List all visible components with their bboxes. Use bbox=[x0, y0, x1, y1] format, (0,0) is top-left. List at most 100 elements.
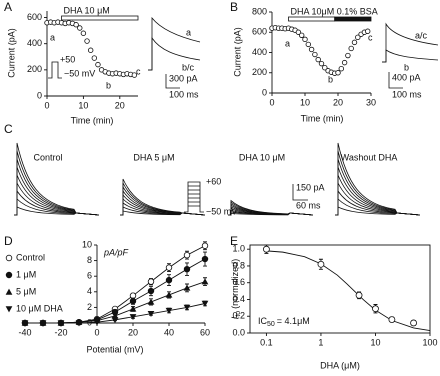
x-axis-label: Potential (mV) bbox=[86, 344, 143, 354]
marker bbox=[129, 297, 137, 305]
legend-marker bbox=[5, 306, 13, 313]
step-protocol bbox=[48, 61, 62, 79]
step-label: −50 mV bbox=[64, 68, 95, 78]
x-tick-label: 60 bbox=[200, 327, 210, 337]
trace bbox=[148, 36, 201, 71]
annotation: 50 bbox=[267, 321, 275, 328]
trace bbox=[228, 199, 314, 216]
point-label: b bbox=[106, 80, 111, 90]
legend-marker bbox=[5, 288, 13, 295]
panel-letter: C bbox=[4, 122, 13, 136]
marker bbox=[93, 319, 101, 326]
marker bbox=[318, 60, 325, 67]
legend-label: 10 μM DHA bbox=[16, 303, 63, 313]
trace bbox=[382, 49, 439, 63]
x-tick-label: 30 bbox=[366, 97, 376, 107]
y-tick-label: 2 bbox=[87, 302, 92, 312]
marker bbox=[165, 264, 173, 271]
marker bbox=[95, 61, 101, 68]
scale-label: 400 pA bbox=[392, 72, 421, 82]
x-tick-label: 0 bbox=[269, 97, 274, 107]
y-tick-label: 0.8 bbox=[232, 260, 245, 270]
x-axis-label: Time (min) bbox=[301, 113, 344, 123]
marker bbox=[302, 36, 308, 43]
treatment-label: DHA 10μM bbox=[291, 6, 335, 16]
panel-letter: B bbox=[230, 0, 238, 14]
treatment-bar bbox=[334, 16, 372, 22]
fit-curve bbox=[266, 250, 431, 332]
marker bbox=[73, 22, 79, 28]
x-axis-label: Time (min) bbox=[71, 115, 114, 125]
trace bbox=[14, 174, 100, 216]
y-axis-label: Current (pA) bbox=[6, 28, 16, 78]
scale-bar bbox=[292, 184, 308, 201]
marker bbox=[57, 320, 65, 327]
marker bbox=[372, 305, 379, 313]
step-label: +50 bbox=[60, 54, 75, 64]
trace bbox=[120, 202, 206, 216]
point-label: a bbox=[50, 32, 55, 42]
y-tick-label: 6 bbox=[87, 271, 92, 281]
y-axis-label: (normalized) bbox=[230, 259, 240, 309]
marker bbox=[308, 46, 315, 53]
marker bbox=[201, 255, 209, 263]
step-label: +60 bbox=[206, 176, 221, 186]
x-tick-label: 20 bbox=[333, 97, 343, 107]
y-axis-label: Current (pA) bbox=[232, 27, 242, 77]
marker bbox=[351, 39, 358, 46]
marker bbox=[355, 34, 361, 41]
x-tick-label: 1 bbox=[318, 337, 323, 347]
panel-label: Control bbox=[33, 152, 62, 162]
trace bbox=[335, 142, 421, 216]
marker bbox=[91, 55, 98, 61]
y-tick-label: 0 bbox=[37, 90, 42, 100]
annotation: IC50 = 4.1μM bbox=[258, 316, 310, 327]
panel-letter: E bbox=[230, 234, 238, 248]
marker bbox=[165, 276, 173, 284]
marker bbox=[147, 278, 155, 285]
y-axis-label: Ito (normalized) bbox=[230, 259, 241, 319]
x-tick-label: 20 bbox=[115, 100, 125, 110]
marker bbox=[129, 314, 137, 321]
marker bbox=[129, 305, 137, 312]
legend-marker bbox=[5, 271, 13, 279]
y-tick-label: 800 bbox=[252, 6, 267, 16]
legend-marker bbox=[5, 254, 13, 262]
x-tick-label: -40 bbox=[18, 327, 31, 337]
trace-label: b bbox=[404, 62, 409, 72]
marker bbox=[315, 56, 321, 63]
marker bbox=[201, 300, 209, 307]
treatment-label: DHA 10 μM bbox=[64, 5, 110, 15]
y-tick-label: 0.4 bbox=[232, 294, 245, 304]
x-tick-label: 100 bbox=[422, 337, 437, 347]
trace bbox=[120, 178, 206, 216]
x-tick-label: 20 bbox=[128, 327, 138, 337]
x-tick-label: -20 bbox=[54, 327, 67, 337]
scale-bar bbox=[388, 72, 403, 89]
panel-letter: D bbox=[4, 234, 13, 248]
marker bbox=[183, 284, 191, 291]
trace bbox=[148, 16, 201, 71]
y-tick-label: 600 bbox=[252, 27, 267, 37]
y-tick-label: 200 bbox=[252, 67, 267, 77]
legend-label: 1 μM bbox=[16, 269, 36, 279]
treatment-bar bbox=[288, 16, 336, 22]
scale-label: 60 ms bbox=[296, 200, 321, 210]
y-axis-label: I bbox=[230, 316, 240, 319]
y-tick-label: 0.6 bbox=[232, 277, 245, 287]
marker bbox=[312, 51, 318, 58]
marker bbox=[183, 304, 191, 311]
marker bbox=[183, 251, 191, 259]
marker bbox=[147, 310, 155, 317]
marker bbox=[410, 319, 417, 327]
marker bbox=[317, 260, 325, 268]
marker bbox=[111, 317, 119, 324]
marker bbox=[305, 41, 311, 48]
y-axis-label: pA/pF bbox=[103, 247, 129, 257]
marker bbox=[355, 291, 363, 299]
x-tick-label: 40 bbox=[164, 327, 174, 337]
marker bbox=[201, 278, 209, 285]
panel-label: DHA 5 μM bbox=[133, 152, 174, 162]
trace bbox=[14, 189, 100, 216]
x-tick-label: 10 bbox=[300, 97, 310, 107]
